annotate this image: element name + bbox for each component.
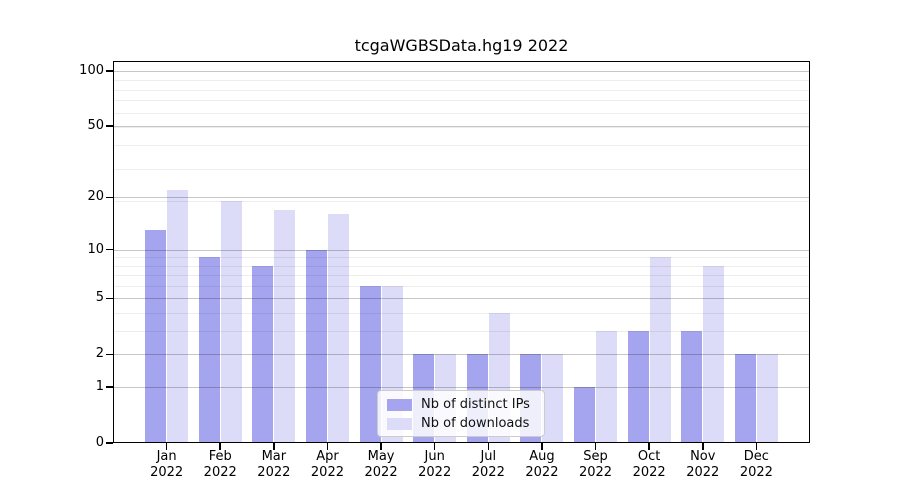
minor-gridline	[113, 127, 810, 129]
bar-distinct-ips-mar	[252, 265, 274, 443]
x-tick-label-aug: Aug 2022	[525, 449, 559, 480]
minor-gridline	[113, 265, 810, 267]
minor-gridline	[113, 80, 810, 82]
minor-gridline	[113, 145, 810, 147]
bar-distinct-ips-oct	[627, 331, 649, 443]
y-tick-label-1: 1	[95, 379, 104, 395]
x-tick-mark-mar	[273, 443, 275, 450]
y-tick-mark-2	[106, 353, 113, 356]
minor-gridline	[113, 112, 810, 114]
bar-distinct-ips-nov	[681, 331, 703, 443]
chart-title: tcgaWGBSData.hg19 2022	[354, 36, 569, 55]
major-gridline-100	[113, 70, 810, 72]
x-tick-label-jan: Jan 2022	[150, 449, 184, 480]
y-tick-label-5: 5	[95, 290, 104, 306]
bar-distinct-ips-jan	[145, 230, 167, 443]
legend: Nb of distinct IPs Nb of downloads	[377, 390, 545, 437]
x-tick-mark-nov	[702, 443, 704, 450]
y-tick-mark-20	[106, 196, 113, 199]
x-tick-label-jul: Jul 2022	[471, 449, 505, 480]
y-tick-mark-0	[106, 442, 113, 444]
bar-downloads-dec	[756, 354, 778, 443]
legend-swatch-downloads-icon	[387, 417, 412, 430]
y-tick-mark-10	[106, 248, 113, 251]
bar-distinct-ips-feb	[198, 257, 220, 443]
major-gridline-5	[113, 298, 810, 300]
y-tick-mark-5	[106, 297, 113, 300]
legend-entry-downloads: Nb of downloads	[387, 416, 535, 431]
minor-gridline	[113, 257, 810, 259]
y-tick-label-100: 100	[79, 62, 104, 78]
legend-label-downloads: Nb of downloads	[421, 416, 530, 431]
bar-distinct-ips-may	[359, 286, 381, 443]
minor-gridline	[113, 89, 810, 91]
bar-downloads-aug	[542, 354, 564, 443]
x-tick-mark-oct	[648, 443, 650, 450]
minor-gridline	[113, 201, 810, 203]
y-tick-label-2: 2	[95, 346, 104, 362]
minor-gridline	[113, 275, 810, 277]
legend-swatch-distinct-ips-icon	[387, 398, 412, 411]
x-tick-mark-may	[380, 443, 382, 450]
bar-downloads-apr	[327, 214, 349, 443]
x-tick-mark-aug	[541, 443, 543, 450]
minor-gridline	[113, 168, 810, 170]
major-gridline-50	[113, 125, 810, 127]
minor-gridline	[113, 313, 810, 315]
x-tick-label-mar: Mar 2022	[257, 449, 291, 480]
x-tick-mark-apr	[326, 443, 329, 450]
bar-downloads-sep	[596, 331, 618, 443]
y-tick-label-20: 20	[87, 189, 104, 205]
x-tick-mark-jan	[165, 443, 168, 450]
minor-gridline	[113, 286, 810, 288]
x-tick-mark-jun	[433, 443, 436, 450]
plot-area	[113, 61, 810, 443]
x-tick-mark-feb	[219, 443, 221, 450]
x-tick-label-may: May 2022	[364, 449, 398, 480]
legend-label-distinct-ips: Nb of distinct IPs	[421, 397, 530, 412]
y-tick-mark-50	[106, 125, 113, 127]
major-gridline-20	[113, 197, 810, 199]
y-tick-mark-1	[106, 386, 113, 388]
legend-entry-distinct-ips: Nb of distinct IPs	[387, 397, 535, 412]
bar-distinct-ips-dec	[734, 354, 756, 443]
x-tick-label-dec: Dec 2022	[739, 449, 773, 480]
x-tick-mark-dec	[755, 443, 758, 450]
bar-downloads-nov	[703, 265, 725, 443]
y-tick-label-50: 50	[87, 117, 104, 133]
x-tick-label-oct: Oct 2022	[632, 449, 666, 480]
bar-distinct-ips-apr	[305, 249, 327, 443]
bar-downloads-mar	[274, 209, 296, 443]
x-tick-label-jun: Jun 2022	[418, 449, 452, 480]
y-tick-label-0: 0	[95, 435, 104, 450]
x-tick-mark-sep	[594, 443, 597, 450]
x-tick-label-feb: Feb 2022	[203, 449, 237, 480]
minor-gridline	[113, 100, 810, 102]
y-tick-mark-100	[106, 70, 113, 72]
bar-distinct-ips-sep	[574, 387, 596, 443]
major-gridline-1	[113, 387, 810, 389]
major-gridline-2	[113, 354, 810, 356]
bar-downloads-oct	[649, 257, 671, 443]
x-tick-mark-jul	[487, 443, 490, 450]
bar-downloads-feb	[220, 201, 242, 443]
major-gridline-10	[113, 249, 810, 251]
bar-downloads-jan	[167, 190, 189, 443]
x-tick-label-sep: Sep 2022	[578, 449, 613, 480]
x-tick-label-nov: Nov 2022	[686, 449, 720, 480]
y-tick-label-10: 10	[87, 241, 104, 257]
minor-gridline	[113, 331, 810, 333]
x-tick-label-apr: Apr 2022	[310, 449, 344, 480]
